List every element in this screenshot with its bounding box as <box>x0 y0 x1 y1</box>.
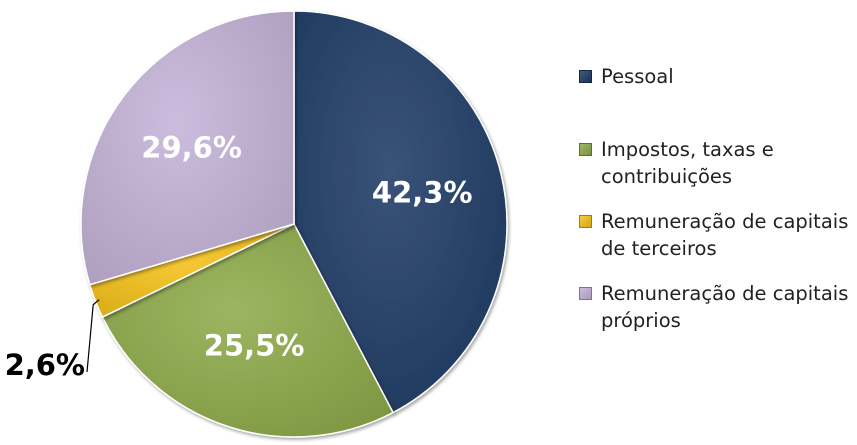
legend-label-line: Impostos, taxas e <box>601 138 774 161</box>
legend-swatch-impostos <box>579 143 592 156</box>
legend-item-impostos: Impostos, taxas e contribuições <box>579 136 854 190</box>
pie-slice-capitais-proprios <box>80 10 295 286</box>
legend-label-line: Pessoal <box>601 65 674 88</box>
legend-swatch-capitais-terceiros <box>579 215 592 228</box>
pie-slice-impostos <box>101 223 394 438</box>
data-label-pessoal: 42,3% <box>372 175 473 209</box>
legend-label-line: contribuições <box>601 165 733 188</box>
legend-swatch-pessoal <box>579 70 592 83</box>
leader-line <box>86 299 100 373</box>
legend-label-line: Remuneração de capitais <box>601 282 849 305</box>
data-label-capitais-proprios: 29,6% <box>141 131 242 165</box>
legend-label-line: próprios <box>601 309 681 332</box>
legend-item-pessoal: Pessoal <box>579 63 854 90</box>
pie-slice-pessoal <box>293 10 508 414</box>
legend-label-line: de terceiros <box>601 237 717 260</box>
legend: Pessoal Impostos, taxas e contribuições … <box>579 63 854 334</box>
data-label-capitais-terceiros: 2,6% <box>5 348 85 382</box>
legend-item-capitais-proprios: Remuneração de capitais próprios <box>579 280 854 334</box>
data-label-impostos: 25,5% <box>204 328 305 362</box>
legend-item-capitais-terceiros: Remuneração de capitais de terceiros <box>579 208 854 262</box>
legend-label-line: Remuneração de capitais <box>601 210 849 233</box>
legend-swatch-capitais-proprios <box>579 287 592 300</box>
